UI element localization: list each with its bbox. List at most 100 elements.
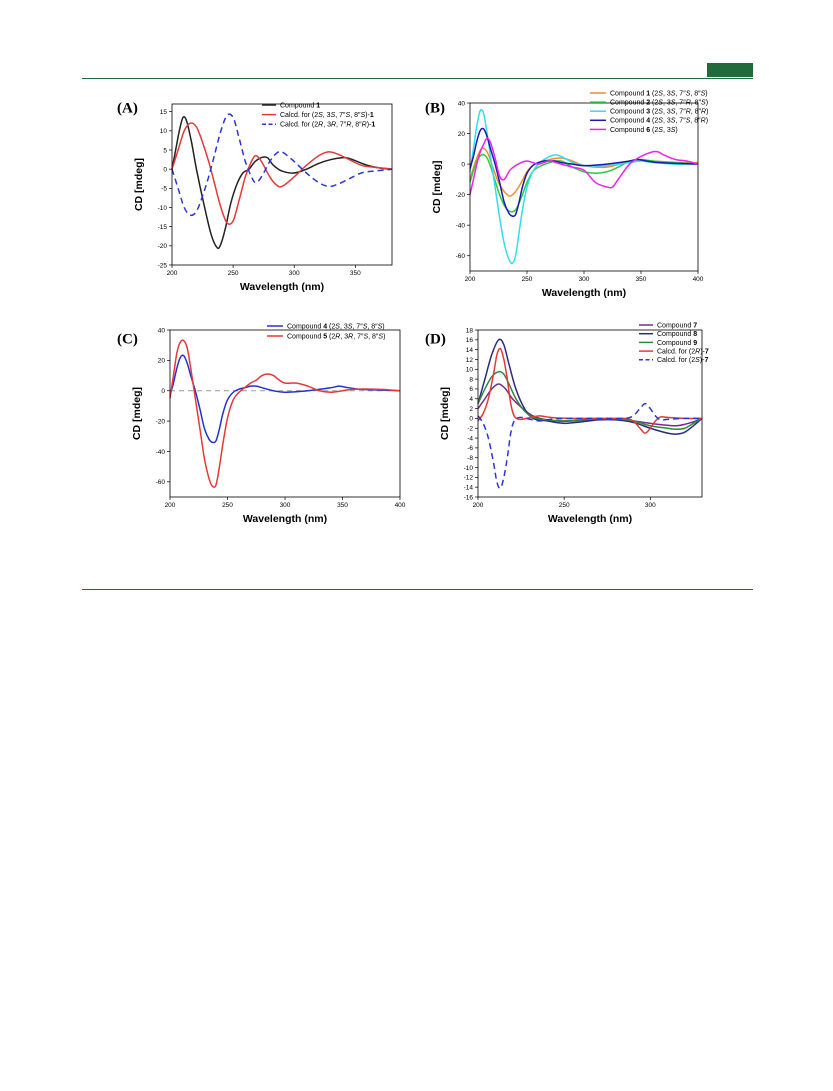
legend-text-segment: R xyxy=(362,122,367,129)
legend-text-segment: Compound xyxy=(610,127,646,134)
legend-text-segment: S xyxy=(378,323,383,330)
y-tick-label: -20 xyxy=(456,192,466,199)
legend-text-segment: (2 xyxy=(650,127,658,134)
chart-panel-a: (A) 200 250 300 350 -25 -20 -15 -10 -5 0 5 10 15 Wavel… xyxy=(117,101,393,293)
legend-text-segment: (2 xyxy=(650,109,658,116)
legend-text-segment: , 7″ xyxy=(336,122,347,129)
legend-text-segment: , 8″ xyxy=(691,109,702,116)
legend-entry: Compound 8 xyxy=(657,331,697,338)
legend-text-segment: Compound xyxy=(657,340,693,347)
legend-text-segment: S xyxy=(671,127,676,134)
legend-text-segment: , 3 xyxy=(340,323,348,330)
legend-text-segment: )- xyxy=(367,122,372,129)
y-tick-label: -16 xyxy=(464,494,474,501)
legend-text-segment: S xyxy=(671,118,676,125)
legend-text-segment: S xyxy=(658,109,663,116)
y-tick-label: -4 xyxy=(467,435,473,442)
legend-text-segment: , 7″ xyxy=(675,100,686,107)
legend-text-segment: Compound xyxy=(280,102,316,109)
x-tick-label: 250 xyxy=(522,276,533,283)
legend-text-segment: Compound xyxy=(610,100,646,107)
legend-text-segment: Compound xyxy=(610,109,646,116)
legend-text-segment: ) xyxy=(706,109,708,116)
plot-frame xyxy=(169,329,401,498)
legend-text-segment: R xyxy=(686,109,691,116)
series-line xyxy=(171,122,393,225)
legend-text-segment: 6 xyxy=(646,127,650,134)
legend-text-segment: S xyxy=(658,90,663,97)
legend-entry: Calcd. for (2R)-7 xyxy=(657,349,709,356)
y-tick-label: 6 xyxy=(469,386,473,393)
series-line xyxy=(469,108,699,265)
panel-label: (A) xyxy=(117,101,138,117)
legend-text-segment: S xyxy=(335,323,340,330)
legend-text-segment: (2 xyxy=(650,90,658,97)
legend-text-segment: (2 xyxy=(327,323,335,330)
legend-text-segment: 4 xyxy=(323,323,327,330)
y-tick-label: 4 xyxy=(469,396,473,403)
legend-text-segment: , 3 xyxy=(663,118,671,125)
legend-text-segment: , 3 xyxy=(663,90,671,97)
y-tick-label: 2 xyxy=(469,406,473,413)
legend-text-segment: 9 xyxy=(693,340,697,347)
y-tick-label: -60 xyxy=(156,479,166,486)
journal-color-tab xyxy=(707,63,753,77)
x-tick-label: 350 xyxy=(636,276,647,283)
y-tick-label: 10 xyxy=(466,367,474,374)
y-tick-label: 5 xyxy=(163,147,167,154)
legend-text-segment: Calcd. for (2 xyxy=(280,112,318,119)
legend-text-segment: R xyxy=(318,122,323,129)
x-tick-label: 200 xyxy=(465,276,476,283)
x-tick-label: 200 xyxy=(473,502,484,509)
legend-text-segment: , 7″ xyxy=(675,118,686,125)
legend-text-segment: 8 xyxy=(693,331,697,338)
y-tick-label: 16 xyxy=(466,337,474,344)
y-tick-label: -10 xyxy=(464,465,474,472)
y-tick-label: 20 xyxy=(458,131,466,138)
y-tick-label: 10 xyxy=(160,128,168,135)
legend-entry: Compound 4 (2S, 3S, 7″S, 8″R) xyxy=(610,118,708,125)
series-line xyxy=(469,137,699,195)
legend-text-segment: Compound xyxy=(610,90,646,97)
x-tick-label: 300 xyxy=(645,502,656,509)
legend-text-segment: 7 xyxy=(704,357,708,364)
y-tick-label: 20 xyxy=(158,358,166,365)
y-axis-label: CD [mdeg] xyxy=(131,387,143,440)
legend-entry: Compound 2 (2S, 3S, 7″R, 8″S) xyxy=(610,100,708,107)
series-line xyxy=(169,339,401,488)
legend-text-segment: S xyxy=(686,90,691,97)
legend-text-segment: Compound xyxy=(287,323,323,330)
y-tick-label: 0 xyxy=(461,161,465,168)
x-tick-label: 350 xyxy=(337,502,348,509)
x-axis-label: Wavelength (nm) xyxy=(240,281,324,293)
legend-text-segment: S xyxy=(360,112,365,119)
y-tick-label: 0 xyxy=(163,166,167,173)
x-tick-label: 200 xyxy=(167,270,178,277)
panel-label: (C) xyxy=(117,332,138,348)
x-tick-label: 300 xyxy=(280,502,291,509)
legend-text-segment: S xyxy=(658,118,663,125)
legend-text-segment: S xyxy=(378,333,383,340)
legend-text-segment: 3 xyxy=(646,109,650,116)
legend-text-segment: ) xyxy=(706,100,708,107)
legend-text-segment: (2 xyxy=(650,100,658,107)
legend-text-segment: S xyxy=(346,112,351,119)
legend-text-segment: R xyxy=(701,118,706,125)
legend-text-segment: S xyxy=(671,109,676,116)
figure-bottom-rule xyxy=(82,589,753,590)
legend: Compound 1 (2S, 3S, 7″S, 8″S)Compound 2 … xyxy=(590,90,708,134)
legend-text-segment: Compound xyxy=(610,118,646,125)
y-tick-label: -40 xyxy=(156,449,166,456)
legend-text-segment: S xyxy=(658,127,663,134)
legend-text-segment: , 8″ xyxy=(368,333,379,340)
legend-text-segment: Compound xyxy=(657,331,693,338)
y-tick-label: 8 xyxy=(469,376,473,383)
x-tick-label: 350 xyxy=(350,270,361,277)
x-tick-label: 200 xyxy=(165,502,176,509)
y-axis-label: CD [mdeg] xyxy=(133,158,145,211)
x-tick-label: 250 xyxy=(559,502,570,509)
legend-text-segment: , 3 xyxy=(663,100,671,107)
y-axis-label: CD [mdeg] xyxy=(431,160,443,213)
header-rule xyxy=(82,78,753,79)
